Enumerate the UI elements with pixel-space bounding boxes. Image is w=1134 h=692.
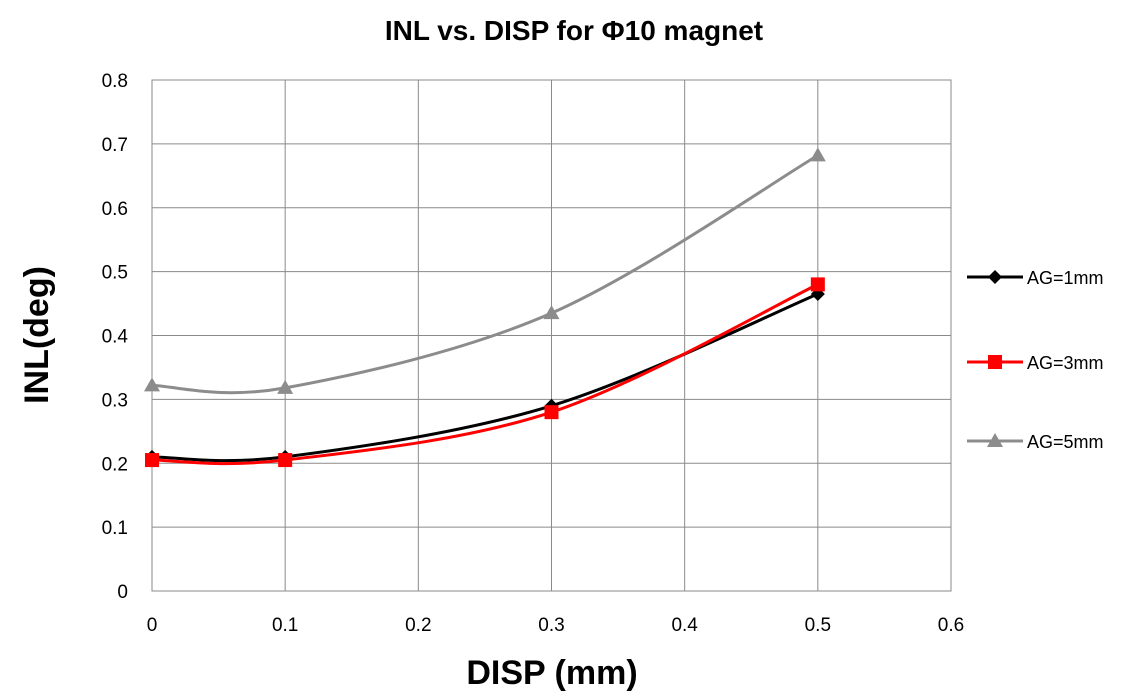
data-point xyxy=(144,377,160,392)
series-ag-1mm xyxy=(145,286,825,464)
legend-marker-icon xyxy=(987,433,1003,447)
x-tick-label: 0.1 xyxy=(272,615,298,636)
x-tick-label: 0.2 xyxy=(405,615,431,636)
data-point xyxy=(544,405,559,420)
legend-label: AG=3mm xyxy=(1027,353,1104,373)
y-tick-label: 0.7 xyxy=(102,135,128,156)
legend-marker-icon xyxy=(988,355,1002,369)
chart-title: INL vs. DISP for Φ10 magnet xyxy=(385,15,763,46)
data-point xyxy=(145,453,159,468)
x-tick-label: 0.5 xyxy=(805,615,831,636)
x-axis-title: DISP (mm) xyxy=(466,654,637,692)
data-point xyxy=(277,379,294,394)
legend-marker-icon xyxy=(988,270,1002,284)
x-tick-label: 0.6 xyxy=(938,615,964,636)
y-tick-label: 0.2 xyxy=(102,454,128,475)
x-tick-label: 0.4 xyxy=(671,615,698,636)
y-axis-title: INL(deg) xyxy=(18,266,56,404)
x-tick-label: 0.3 xyxy=(538,615,564,636)
y-tick-label: 0.3 xyxy=(102,390,128,411)
legend-item: AG=3mm xyxy=(967,353,1104,373)
legend-label: AG=5mm xyxy=(1027,432,1104,452)
grid xyxy=(151,79,952,592)
series-ag-3mm xyxy=(145,277,825,468)
series-line xyxy=(151,283,819,466)
x-tick-label: 0 xyxy=(147,615,158,636)
series-ag-5mm xyxy=(144,147,826,395)
series-line xyxy=(151,292,819,463)
y-tick-label: 0.1 xyxy=(102,518,128,539)
y-tick-label: 0.6 xyxy=(102,199,128,220)
data-point xyxy=(278,453,293,468)
y-tick-label: 0.8 xyxy=(102,71,128,92)
y-tick-label: 0.5 xyxy=(102,263,128,284)
legend-item: AG=5mm xyxy=(967,432,1104,452)
series-group xyxy=(144,147,826,468)
data-point xyxy=(543,305,560,320)
data-point xyxy=(810,277,825,292)
y-axis: 0 0.1 0.2 0.3 0.4 0.5 0.6 0.7 0.8 xyxy=(102,71,129,603)
legend: AG=1mm AG=3mm AG=5mm xyxy=(967,268,1104,452)
legend-label: AG=1mm xyxy=(1027,268,1104,288)
plot-border xyxy=(151,79,952,592)
legend-item: AG=1mm xyxy=(967,268,1104,288)
y-tick-label: 0 xyxy=(117,582,128,603)
x-axis: 0 0.1 0.2 0.3 0.4 0.5 0.6 xyxy=(147,615,965,636)
plot-area xyxy=(151,79,952,592)
y-tick-label: 0.4 xyxy=(102,327,129,348)
series-line xyxy=(151,154,819,395)
data-point xyxy=(809,147,826,162)
